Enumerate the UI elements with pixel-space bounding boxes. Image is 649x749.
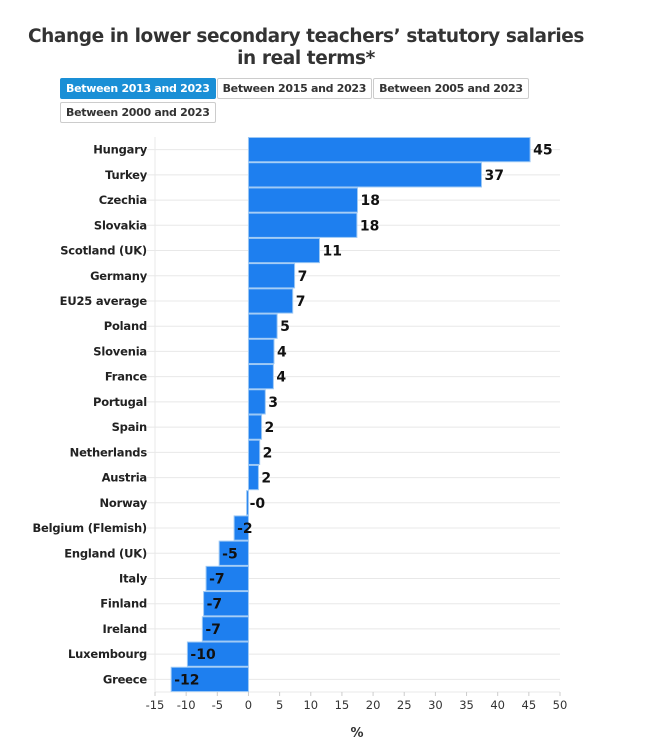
x-tick-label: -5 [212, 698, 223, 712]
x-tick-label: 10 [303, 698, 318, 712]
bar-france[interactable] [247, 364, 274, 390]
bar-luxembourg[interactable] [186, 641, 249, 667]
data-label: -7 [207, 597, 223, 613]
category-label: Portugal [93, 395, 147, 409]
data-label: -5 [222, 546, 238, 562]
category-label: Scotland (UK) [60, 244, 147, 258]
category-label: Spain [112, 420, 147, 434]
bar-portugal[interactable] [247, 389, 266, 415]
x-tick-label: -15 [146, 698, 165, 712]
bar-slovenia[interactable] [247, 338, 275, 365]
bar-spain[interactable] [247, 414, 263, 440]
period-button-2000-2023[interactable]: Between 2000 and 2023 [60, 102, 216, 123]
category-label: Ireland [103, 622, 147, 636]
data-label: 5 [280, 319, 290, 335]
category-label: Czechia [99, 193, 147, 207]
data-label: -12 [174, 672, 199, 688]
data-label: 3 [268, 395, 278, 411]
data-label: -2 [237, 521, 253, 537]
data-label: 7 [298, 269, 308, 285]
bar-germany[interactable] [247, 263, 296, 289]
bar-czechia[interactable] [247, 187, 358, 213]
data-label: 11 [322, 244, 341, 260]
bar-poland[interactable] [247, 313, 278, 339]
x-tick-label: 30 [428, 698, 443, 712]
x-tick-label: 45 [522, 698, 537, 712]
bar-eu25-average[interactable] [247, 288, 294, 314]
data-label: -7 [209, 571, 225, 587]
bars [170, 137, 531, 692]
category-label: France [105, 370, 148, 384]
category-label: Hungary [93, 143, 147, 157]
data-label: -7 [205, 622, 221, 638]
category-label: Finland [100, 597, 147, 611]
category-label: Slovenia [93, 344, 147, 358]
x-tick-label: 0 [245, 698, 252, 712]
data-label: 4 [276, 370, 286, 386]
data-label: 18 [361, 193, 380, 209]
x-axis-ticks: -15 -10 -5 0 5 10 15 20 25 30 35 40 45 50 [146, 692, 568, 712]
x-tick-label: 5 [276, 698, 283, 712]
period-button-2013-2023[interactable]: Between 2013 and 2023 [60, 78, 216, 99]
category-label: Italy [119, 571, 148, 585]
category-label: England (UK) [64, 546, 147, 560]
x-axis-title: % [350, 726, 363, 741]
category-label: Greece [103, 672, 148, 686]
bar-ireland[interactable] [201, 616, 249, 642]
category-label: Turkey [105, 168, 148, 182]
category-label: Germany [90, 269, 148, 283]
data-label: 4 [277, 344, 287, 360]
bar-finland[interactable] [203, 591, 249, 617]
category-label: Norway [99, 496, 147, 510]
data-label: 2 [261, 471, 271, 487]
bar-hungary[interactable] [247, 137, 531, 163]
bar-netherlands[interactable] [247, 439, 261, 465]
chart-title-line-1: Change in lower secondary teachers’ stat… [27, 26, 585, 47]
bar-turkey[interactable] [247, 162, 482, 188]
chart-title-line-2: in real terms* [237, 48, 375, 69]
category-label: Netherlands [70, 445, 148, 459]
bar-slovakia[interactable] [247, 212, 358, 238]
x-tick-label: 20 [366, 698, 381, 712]
bar-belgium-flemish[interactable] [233, 515, 249, 541]
bar-austria[interactable] [247, 464, 259, 491]
period-toggle-group: Between 2013 and 2023 Between 2015 and 20… [60, 77, 530, 125]
x-tick-label: 50 [553, 698, 568, 712]
category-labels: Hungary Turkey Czechia Slovakia Scotland (UK… [32, 143, 147, 687]
bar-england-uk[interactable] [218, 540, 249, 566]
x-tick-label: 35 [459, 698, 474, 712]
category-label: Austria [102, 471, 147, 485]
category-label: Luxembourg [68, 647, 147, 661]
data-label: 2 [263, 445, 273, 461]
bar-scotland-uk[interactable] [247, 237, 320, 264]
bar-greece[interactable] [170, 666, 249, 692]
x-tick-label: 15 [335, 698, 350, 712]
category-label: Poland [104, 319, 147, 333]
category-label: Slovakia [94, 218, 147, 232]
bar-italy[interactable] [205, 565, 249, 592]
data-label: 2 [265, 420, 275, 436]
period-button-2005-2023[interactable]: Between 2005 and 2023 [373, 78, 529, 99]
bar-norway[interactable] [246, 490, 249, 516]
chart-title: Change in lower secondary teachers’ stat… [0, 26, 612, 70]
data-label: 7 [296, 294, 306, 310]
category-label: Belgium (Flemish) [32, 521, 147, 535]
x-tick-label: -10 [177, 698, 196, 712]
x-tick-label: 25 [397, 698, 412, 712]
data-label: 45 [533, 143, 552, 159]
period-button-2015-2023[interactable]: Between 2015 and 2023 [216, 78, 373, 99]
data-label: -0 [250, 496, 266, 512]
x-tick-label: 40 [490, 698, 505, 712]
data-label: -10 [190, 647, 216, 663]
data-label: 18 [360, 218, 379, 234]
data-label: 37 [484, 168, 503, 184]
category-label: EU25 average [60, 294, 148, 308]
